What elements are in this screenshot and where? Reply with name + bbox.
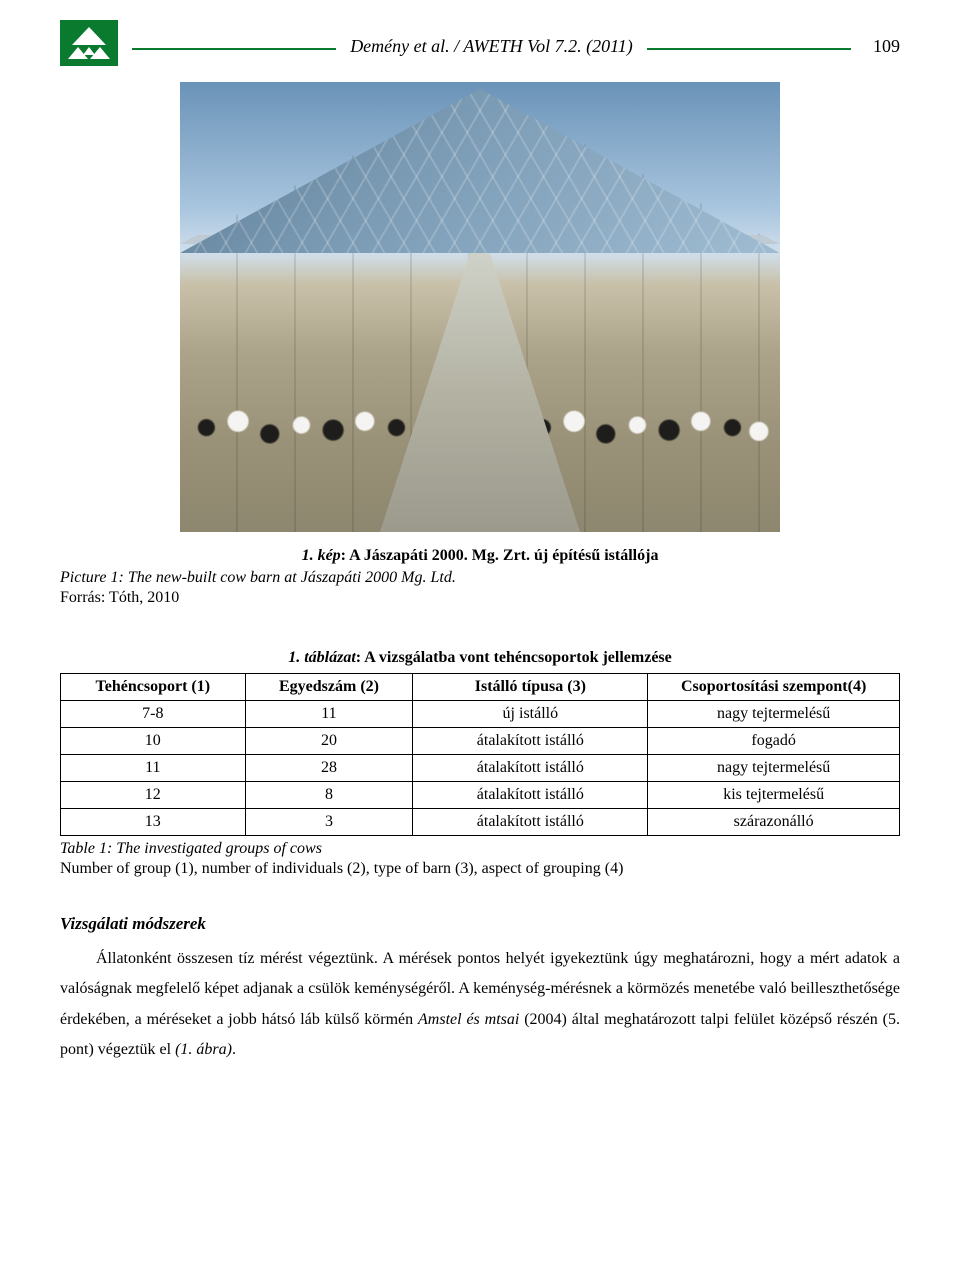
table-cell: 10 xyxy=(61,728,246,755)
para-figure-ref: (1. ábra) xyxy=(175,1041,232,1058)
table-header-row: Tehéncsoport (1) Egyedszám (2) Istálló t… xyxy=(61,674,900,701)
figure-1-caption-prefix: 1. kép xyxy=(302,547,341,564)
table-cell: új istálló xyxy=(413,701,648,728)
table-1-column-note: Number of group (1), number of individua… xyxy=(60,860,900,878)
table-1-english-caption: Table 1: The investigated groups of cows xyxy=(60,840,900,858)
figure-1-source: Forrás: Tóth, 2010 xyxy=(60,589,900,607)
figure-1-caption-block: 1. kép: A Jászapáti 2000. Mg. Zrt. új ép… xyxy=(60,547,900,607)
journal-logo xyxy=(60,20,118,66)
para-cite-1: Amstel és mtsai xyxy=(418,1011,519,1028)
figure-1-caption: 1. kép: A Jászapáti 2000. Mg. Zrt. új ép… xyxy=(60,547,900,565)
table-cell: kis tejtermelésű xyxy=(648,782,900,809)
table-1-title-prefix: 1. táblázat xyxy=(288,649,356,666)
figure-1-english-caption: Picture 1: The new-built cow barn at Jás… xyxy=(60,569,900,587)
table-cell: 11 xyxy=(245,701,413,728)
figure-1-image xyxy=(180,82,780,532)
figure-1 xyxy=(60,82,900,537)
table-cell: 11 xyxy=(61,755,246,782)
table-cell: nagy tejtermelésű xyxy=(648,755,900,782)
section-heading: Vizsgálati módszerek xyxy=(60,914,900,934)
table-row: 11 28 átalakított istálló nagy tejtermel… xyxy=(61,755,900,782)
table-row: 10 20 átalakított istálló fogadó xyxy=(61,728,900,755)
table-cell: 28 xyxy=(245,755,413,782)
table-cell: nagy tejtermelésű xyxy=(648,701,900,728)
section-paragraph: Állatonként összesen tíz mérést végeztün… xyxy=(60,944,900,1066)
table-col-3: Istálló típusa (3) xyxy=(413,674,648,701)
page-number: 109 xyxy=(873,36,900,57)
table-row: 13 3 átalakított istálló szárazonálló xyxy=(61,809,900,836)
table-col-2: Egyedszám (2) xyxy=(245,674,413,701)
header-rule-right xyxy=(647,48,851,50)
table-col-1: Tehéncsoport (1) xyxy=(61,674,246,701)
table-cell: átalakított istálló xyxy=(413,728,648,755)
table-1-title-rest: : A vizsgálatba vont tehéncsoportok jell… xyxy=(356,649,672,666)
table-cell: 13 xyxy=(61,809,246,836)
logo-pyramid-icon xyxy=(66,25,112,61)
table-cell: átalakított istálló xyxy=(413,782,648,809)
figure-1-caption-rest: : A Jászapáti 2000. Mg. Zrt. új építésű … xyxy=(341,547,659,564)
para-text: . xyxy=(232,1041,236,1058)
table-1: Tehéncsoport (1) Egyedszám (2) Istálló t… xyxy=(60,673,900,836)
page-header: Demény et al. / AWETH Vol 7.2. (2011) 10… xyxy=(60,20,900,66)
table-cell: 12 xyxy=(61,782,246,809)
table-col-4: Csoportosítási szempont(4) xyxy=(648,674,900,701)
table-cell: 8 xyxy=(245,782,413,809)
running-title: Demény et al. / AWETH Vol 7.2. (2011) xyxy=(350,36,633,57)
table-cell: átalakított istálló xyxy=(413,809,648,836)
table-cell: 3 xyxy=(245,809,413,836)
header-rule-left xyxy=(132,48,336,50)
table-1-title: 1. táblázat: A vizsgálatba vont tehéncso… xyxy=(60,649,900,667)
table-row: 12 8 átalakított istálló kis tejtermelés… xyxy=(61,782,900,809)
table-cell: átalakított istálló xyxy=(413,755,648,782)
table-cell: 7-8 xyxy=(61,701,246,728)
table-cell: szárazonálló xyxy=(648,809,900,836)
table-row: 7-8 11 új istálló nagy tejtermelésű xyxy=(61,701,900,728)
table-cell: fogadó xyxy=(648,728,900,755)
table-cell: 20 xyxy=(245,728,413,755)
